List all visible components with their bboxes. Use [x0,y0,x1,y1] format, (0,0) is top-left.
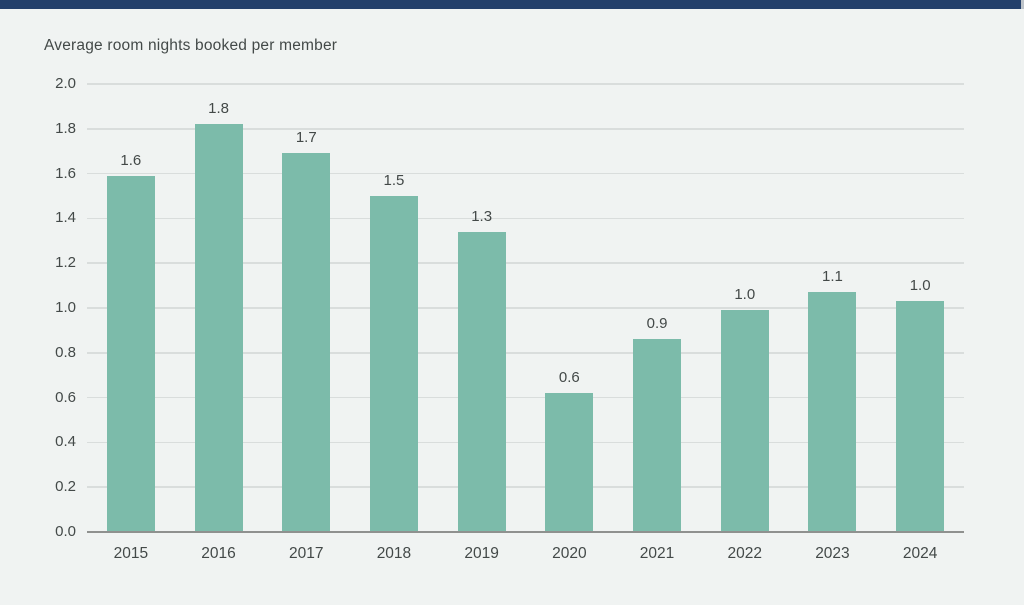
bar [106,175,155,532]
bar [808,292,857,532]
scrollbar-thumb[interactable] [1021,0,1024,9]
gridline [87,396,964,399]
y-tick-label: 0.8 [55,343,76,361]
bar [369,196,418,532]
bar-value-label: 0.9 [646,315,668,333]
gridline [87,262,964,264]
gridline [87,352,964,354]
x-axis-line [87,531,964,533]
gridline [87,128,964,130]
x-tick-label: 2021 [639,545,675,562]
x-axis: 2015 2016 2017 2018 2019 2020 2021 2022 2023 2024 [87,532,964,577]
bar [545,393,594,532]
y-tick-label: 1.0 [55,299,76,316]
x-tick-label: 2019 [464,545,499,562]
y-tick-label: 0.4 [55,433,76,451]
plot-area: 1.6 1.8 1.7 1.5 1.3 0.6 0.9 1.0 1.1 1.0 [87,83,964,533]
y-tick-label: 1.2 [55,254,76,272]
x-tick-label: 2022 [727,545,762,562]
x-tick-label: 2020 [552,545,587,562]
bar-value-label: 1.8 [208,100,229,118]
bar-value-label: 1.3 [471,207,493,225]
y-axis: 2.0 1.8 1.6 1.4 1.2 1.0 0.8 0.6 0.4 0.2 0.0 [0,75,76,540]
bar [896,301,945,532]
bar-value-label: 1.0 [734,286,756,304]
x-tick-label: 2023 [815,545,850,562]
x-tick-label: 2018 [376,545,412,562]
bar-value-label: 0.6 [558,369,580,387]
bar-value-label: 1.6 [120,151,142,169]
bar-value-label: 1.7 [295,129,317,147]
x-tick-label: 2015 [113,545,149,562]
bar-value-label: 1.5 [383,172,405,189]
y-tick-label: 1.6 [55,164,76,182]
bar-value-label: 1.0 [909,277,931,295]
y-tick-label: 0.2 [55,478,76,496]
x-tick-label: 2016 [201,545,236,562]
x-tick-label: 2017 [289,545,324,562]
gridline [87,441,964,444]
gridline [87,217,964,220]
gridline [87,486,964,488]
gridline [87,307,964,309]
x-tick-label: 2024 [902,545,938,562]
y-tick-label: 0.0 [55,523,76,540]
bar [282,153,331,532]
gridline [87,83,964,85]
bar [633,339,682,532]
bar [720,310,769,532]
y-tick-label: 0.6 [55,388,76,406]
bar-value-label: 1.1 [822,268,843,286]
gridline [87,172,964,175]
bar [194,124,243,532]
y-tick-label: 1.8 [55,119,76,137]
y-tick-label: 2.0 [55,75,76,92]
top-accent-bar [0,0,1024,9]
y-tick-label: 1.4 [55,209,76,227]
chart-title: Average room nights booked per member [44,37,338,54]
bar [457,231,506,532]
